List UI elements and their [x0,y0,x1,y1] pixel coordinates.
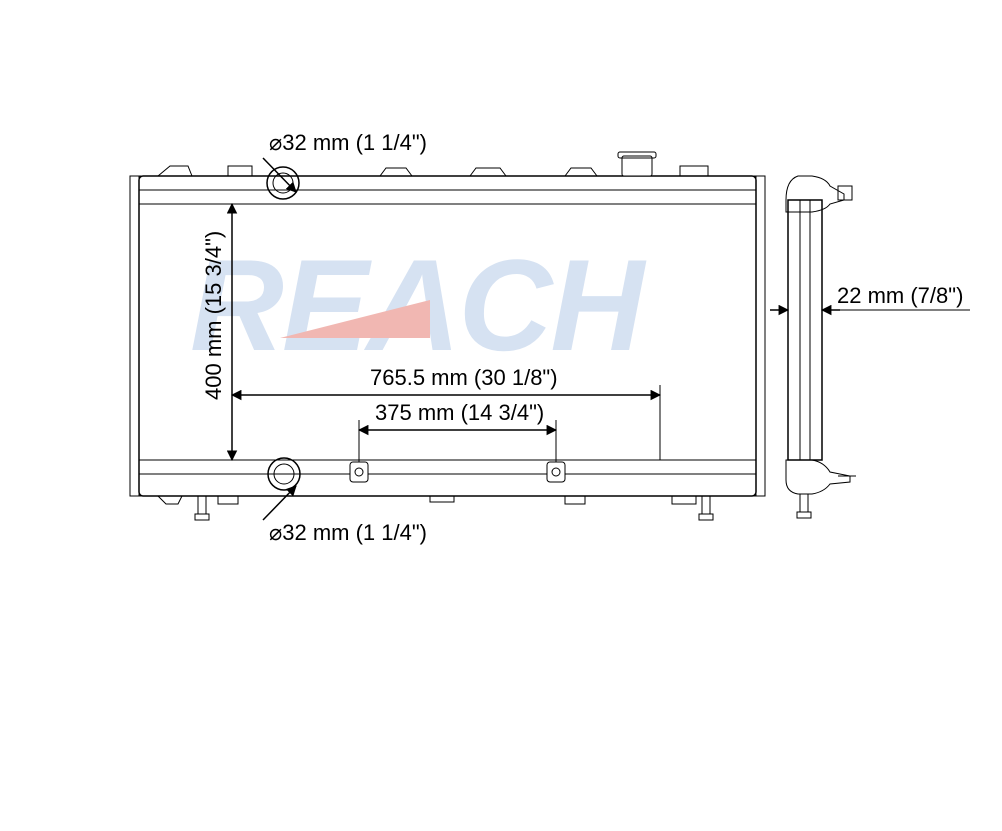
dim-depth-label: 22 mm (7/8") [837,283,963,308]
dim-bottom-port-label: ⌀32 mm (1 1/4") [269,520,427,545]
dim-top-port-label: ⌀32 mm (1 1/4") [269,130,427,155]
watermark: REACH [190,232,647,378]
dim-width-label: 765.5 mm (30 1/8") [370,365,558,390]
dim-height-label: 400 mm (15 3/4") [201,231,226,400]
dim-inner-width-label: 375 mm (14 3/4") [375,400,544,425]
filler-cap [618,152,656,176]
